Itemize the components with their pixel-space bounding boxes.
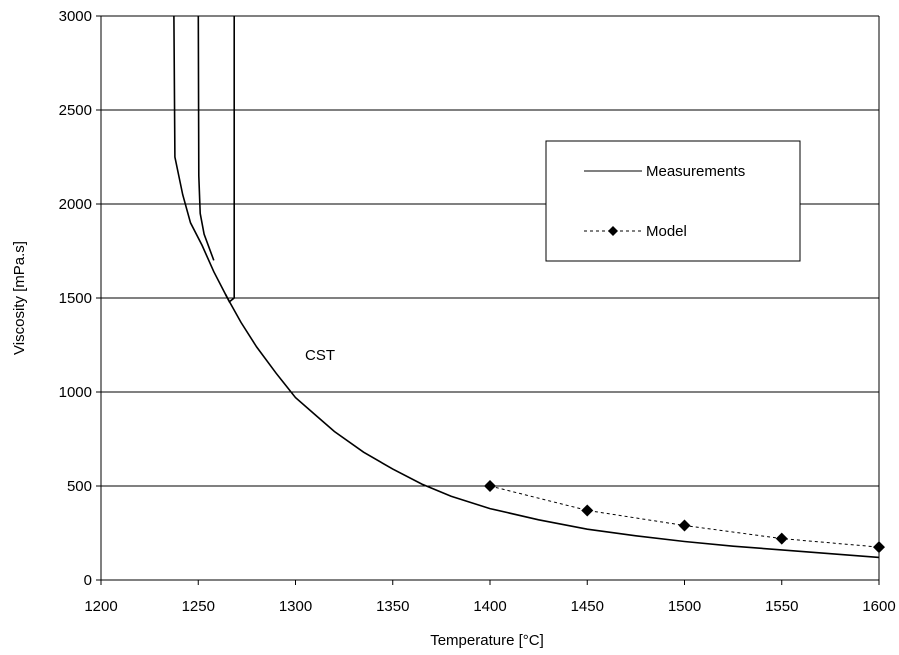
y-tick-label: 0 [84,572,92,589]
legend: Measurements Model [545,140,801,262]
model-point [678,519,691,532]
x-tick-label: 1300 [279,598,312,615]
y-tick-label: 3000 [59,8,92,25]
legend-measurements-label: Measurements [646,163,745,180]
x-axis-ticks: 1200 1250 1300 1350 1400 1450 1500 1550 1600 [84,580,896,615]
y-axis-title: Viscosity [mPa.s] [11,241,28,355]
cst-annotation: CST [305,347,335,364]
x-axis-title: Temperature [°C] [430,632,544,649]
y-tick-label: 1500 [59,290,92,307]
model-point [484,480,496,492]
x-tick-label: 1450 [571,598,604,615]
x-tick-label: 1550 [765,598,798,615]
model-point [775,532,788,545]
x-tick-label: 1400 [473,598,506,615]
legend-model-marker [608,226,618,236]
series-measurement-branch-1 [197,15,215,261]
grid-lines [101,15,879,487]
x-tick-label: 1600 [862,598,895,615]
series-model-line [489,485,880,548]
x-tick-label: 1500 [668,598,701,615]
legend-box [545,140,801,262]
series-measurements-line [173,15,880,559]
x-tick-label: 1350 [376,598,409,615]
model-point [581,504,594,517]
legend-model-label: Model [646,223,687,240]
x-tick-label: 1250 [182,598,215,615]
model-point [873,541,885,554]
series-measurement-branch-2 [224,16,235,304]
series-group [173,15,885,559]
x-tick-label: 1200 [84,598,117,615]
y-tick-label: 2000 [59,196,92,213]
y-tick-label: 500 [67,478,92,495]
y-tick-label: 2500 [59,102,92,119]
y-axis-ticks: 0 500 1000 1500 2000 2500 3000 [59,8,101,589]
y-tick-label: 1000 [59,384,92,401]
